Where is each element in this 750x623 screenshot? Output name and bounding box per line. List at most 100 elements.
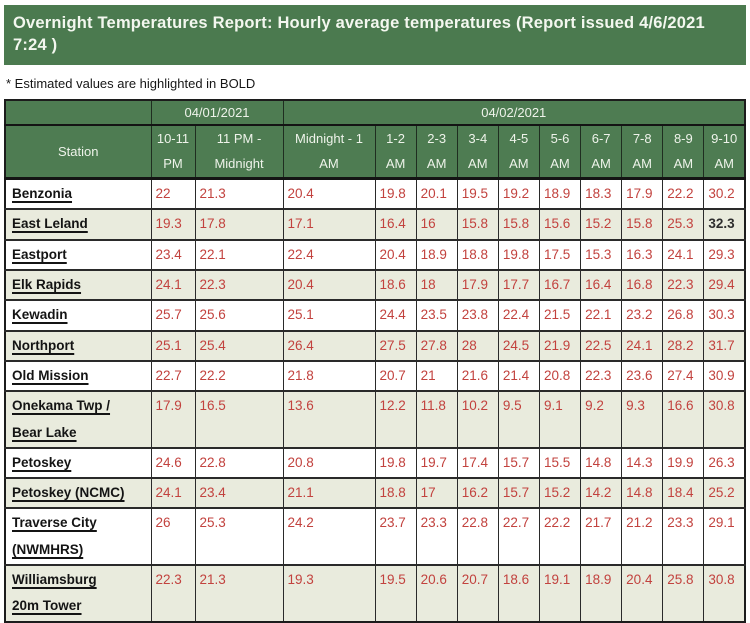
temp-cell: 22 (150, 177, 196, 210)
station-link-traverse-city-nwmhrs[interactable]: Traverse City (NWMHRS) (4, 507, 152, 566)
temp-cell: 20.8 (538, 359, 582, 392)
temp-cell: 16.6 (662, 390, 705, 449)
temp-cell: 18.4 (662, 477, 705, 509)
temp-cell: 23.7 (374, 507, 417, 566)
temp-cell: 18.9 (580, 564, 623, 623)
station-link-northport[interactable]: Northport (4, 329, 152, 362)
temp-cell: 18.6 (374, 268, 417, 301)
temp-cell: 21 (415, 359, 458, 392)
station-link-williamsburg-20m-tower[interactable]: Williamsburg 20m Tower (4, 564, 152, 623)
temp-cell: 21.8 (282, 359, 376, 392)
temp-cell: 19.8 (497, 238, 540, 271)
temp-cell: 17.9 (621, 177, 664, 210)
temp-cell: 24.1 (150, 268, 196, 301)
temp-cell: 19.7 (415, 446, 458, 479)
temperature-table: 04/01/2021 04/02/2021 Station 10-11 PM 11 P… (4, 98, 746, 623)
temp-cell: 21.5 (538, 299, 582, 332)
temp-cell: 22.7 (150, 359, 196, 392)
temp-cell: 15.3 (580, 238, 623, 271)
column-header-6-7-am: 6-7 AM (580, 124, 623, 181)
table-row: Eastport 23.4 22.1 22.4 20.4 18.9 18.8 19.8 17.5… (4, 238, 746, 271)
station-link-elk-rapids[interactable]: Elk Rapids (4, 268, 152, 301)
temp-cell: 26.4 (282, 329, 376, 362)
temp-cell: 22.4 (282, 238, 376, 271)
temp-cell: 19.3 (150, 208, 196, 241)
table-row: Petoskey (NCMC) 24.1 23.4 21.1 18.8 17 16.2 15.… (4, 477, 746, 509)
station-link-petoskey-ncmc[interactable]: Petoskey (NCMC) (4, 477, 152, 509)
temp-cell: 22.8 (194, 446, 284, 479)
temp-cell: 15.8 (621, 208, 664, 241)
temp-cell: 24.4 (374, 299, 417, 332)
temp-cell: 16.4 (580, 268, 623, 301)
temp-cell: 31.7 (703, 329, 746, 362)
temp-cell: 20.4 (621, 564, 664, 623)
station-link-kewadin[interactable]: Kewadin (4, 299, 152, 332)
temp-cell: 30.3 (703, 299, 746, 332)
temp-cell: 9.1 (538, 390, 582, 449)
report-title: Overnight Temperatures Report: Hourly av… (13, 14, 705, 55)
temp-cell: 24.1 (662, 238, 705, 271)
temp-cell: 16.5 (194, 390, 284, 449)
temp-cell: 16 (415, 208, 458, 241)
table-row: Benzonia 22 21.3 20.4 19.8 20.1 19.5 19.2 18.9 18… (4, 177, 746, 210)
temp-cell: 15.5 (538, 446, 582, 479)
column-header-1-2-am: 1-2 AM (374, 124, 417, 181)
temp-cell: 17.4 (456, 446, 499, 479)
temp-cell: 23.6 (621, 359, 664, 392)
date-header-row: 04/01/2021 04/02/2021 (4, 99, 746, 126)
temp-cell: 21.3 (194, 564, 284, 623)
temp-cell: 22.8 (456, 507, 499, 566)
temp-cell: 24.1 (621, 329, 664, 362)
report-title-bar: Overnight Temperatures Report: Hourly av… (4, 5, 746, 65)
temp-cell: 17 (415, 477, 458, 509)
table-row: Williamsburg 20m Tower 22.3 21.3 19.3 19.5 20… (4, 564, 746, 623)
temp-cell: 21.3 (194, 177, 284, 210)
temp-cell: 21.7 (580, 507, 623, 566)
temp-cell: 15.8 (456, 208, 499, 241)
temp-cell: 17.8 (194, 208, 284, 241)
temp-cell: 18.9 (415, 238, 458, 271)
column-header-4-5-am: 4-5 AM (497, 124, 540, 181)
temp-cell: 14.8 (621, 477, 664, 509)
temp-cell: 28 (456, 329, 499, 362)
table-row: East Leland 19.3 17.8 17.1 16.4 16 15.8 15.8 15.… (4, 208, 746, 241)
temp-cell: 25.2 (703, 477, 746, 509)
temp-cell: 30.8 (703, 564, 746, 623)
station-link-east-leland[interactable]: East Leland (4, 208, 152, 241)
temp-cell: 16.3 (621, 238, 664, 271)
temp-cell: 22.3 (194, 268, 284, 301)
temp-cell: 27.4 (662, 359, 705, 392)
temp-cell: 19.5 (456, 177, 499, 210)
temp-cell: 14.8 (580, 446, 623, 479)
station-link-benzonia[interactable]: Benzonia (4, 177, 152, 210)
temp-cell: 21.4 (497, 359, 540, 392)
temp-cell: 15.2 (538, 477, 582, 509)
temp-cell: 22.2 (662, 177, 705, 210)
temp-cell: 19.3 (282, 564, 376, 623)
column-header-5-6-am: 5-6 AM (538, 124, 582, 181)
temp-cell: 28.2 (662, 329, 705, 362)
column-header-station: Station (4, 124, 152, 181)
temp-cell: 25.1 (282, 299, 376, 332)
column-header-midnight-1-am: Midnight - 1 AM (282, 124, 376, 181)
temp-cell: 22.3 (662, 268, 705, 301)
temp-cell: 16.8 (621, 268, 664, 301)
temp-cell: 19.2 (497, 177, 540, 210)
temp-cell: 18.3 (580, 177, 623, 210)
station-link-onekama-twp-bear-lake[interactable]: Onekama Twp / Bear Lake (4, 390, 152, 449)
report-page: Overnight Temperatures Report: Hourly av… (4, 5, 746, 623)
temp-cell: 15.2 (580, 208, 623, 241)
temp-cell: 12.2 (374, 390, 417, 449)
temp-cell: 23.8 (456, 299, 499, 332)
temp-cell: 19.8 (374, 177, 417, 210)
station-link-eastport[interactable]: Eastport (4, 238, 152, 271)
station-link-old-mission[interactable]: Old Mission (4, 359, 152, 392)
temp-cell: 18.8 (456, 238, 499, 271)
temp-cell: 22.2 (194, 359, 284, 392)
temp-cell: 16.2 (456, 477, 499, 509)
date-group-04-02-2021: 04/02/2021 (282, 99, 746, 126)
temp-cell: 15.7 (497, 477, 540, 509)
column-header-8-9-am: 8-9 AM (662, 124, 705, 181)
station-link-petoskey[interactable]: Petoskey (4, 446, 152, 479)
temp-cell: 22.2 (538, 507, 582, 566)
